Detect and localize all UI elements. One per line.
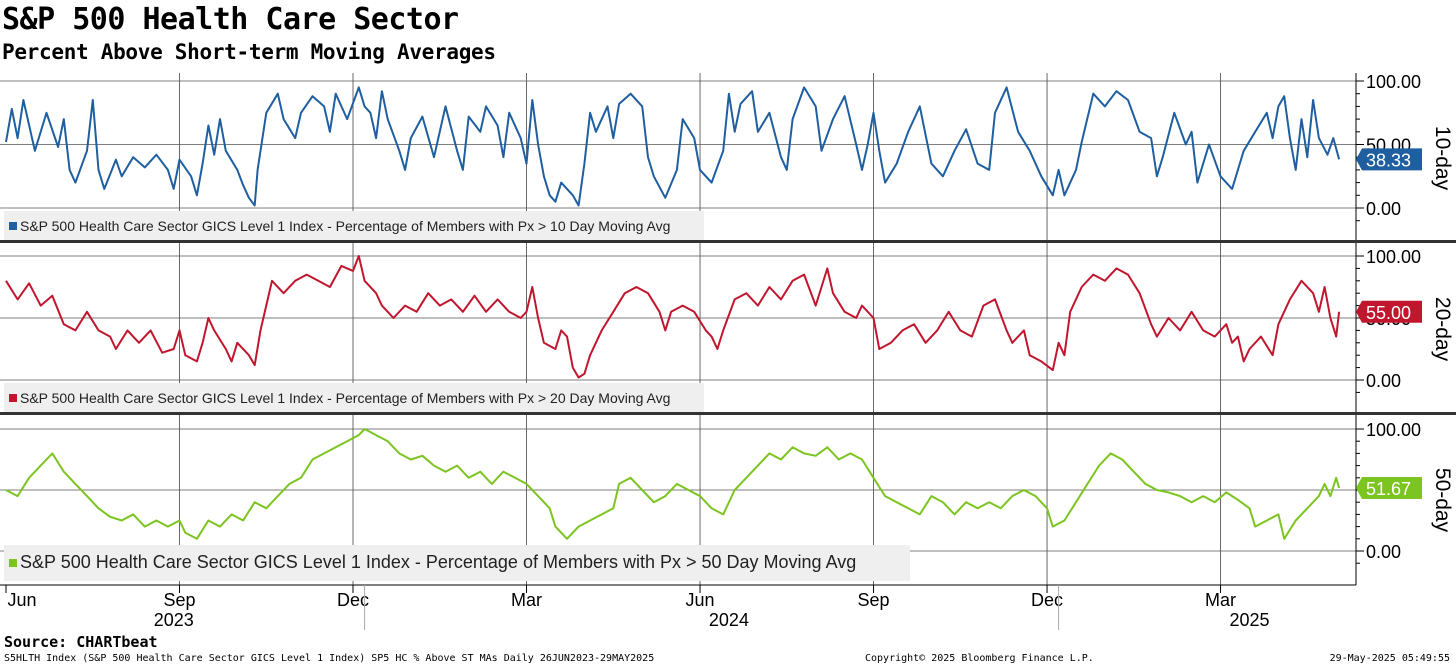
last-value-badge bbox=[1356, 300, 1422, 323]
series-line-10-day bbox=[5, 86, 1341, 207]
source-label: Source: CHARTbeat bbox=[4, 633, 158, 651]
legend-label: S&P 500 Health Care Sector GICS Level 1 … bbox=[20, 218, 670, 234]
x-year-label: 2023 bbox=[154, 610, 194, 630]
legend-label: S&P 500 Health Care Sector GICS Level 1 … bbox=[20, 390, 670, 406]
y-tick-label: 0.00 bbox=[1366, 371, 1401, 391]
chart-subtitle: Percent Above Short-term Moving Averages bbox=[2, 40, 496, 64]
series-line-20-day bbox=[5, 255, 1341, 379]
x-month-label: Jun bbox=[686, 590, 715, 610]
chart-title: S&P 500 Health Care Sector bbox=[2, 2, 459, 37]
x-month-label: Dec bbox=[1031, 590, 1063, 610]
panel-name-20-day: 20-day bbox=[1431, 297, 1454, 362]
footer-index-description: S5HLTH Index (S&P 500 Health Care Sector… bbox=[4, 653, 655, 664]
legend-swatch bbox=[9, 394, 17, 402]
legend-swatch bbox=[9, 222, 17, 230]
last-value-badge bbox=[1356, 476, 1422, 499]
legend-box bbox=[4, 545, 910, 581]
legend-box bbox=[4, 211, 704, 241]
x-year-label: 2025 bbox=[1229, 610, 1269, 630]
y-tick-label: 100.00 bbox=[1366, 420, 1421, 440]
series-line-50-day bbox=[5, 428, 1341, 540]
x-month-label: Mar bbox=[511, 590, 542, 610]
footer-timestamp: 29-May-2025 05:49:55 bbox=[1329, 653, 1450, 664]
last-value-badge bbox=[1356, 148, 1422, 171]
last-value-label: 55.00 bbox=[1366, 303, 1411, 323]
legend-swatch bbox=[9, 559, 17, 567]
last-value-label: 51.67 bbox=[1366, 479, 1411, 499]
x-month-label: Sep bbox=[163, 590, 195, 610]
legend-box bbox=[4, 383, 704, 413]
y-tick-label: 100.00 bbox=[1366, 72, 1421, 92]
y-tick-label: 0.00 bbox=[1366, 542, 1401, 562]
x-month-label: Mar bbox=[1205, 590, 1236, 610]
y-tick-label: 100.00 bbox=[1366, 247, 1421, 267]
footer-copyright: Copyright© 2025 Bloomberg Finance L.P. bbox=[865, 653, 1094, 664]
x-year-label: 2024 bbox=[709, 610, 749, 630]
panel-name-50-day: 50-day bbox=[1431, 468, 1454, 533]
y-tick-label: 0.00 bbox=[1366, 199, 1401, 219]
x-month-label: Dec bbox=[337, 590, 369, 610]
last-value-label: 38.33 bbox=[1366, 150, 1411, 170]
x-month-label: Sep bbox=[858, 590, 890, 610]
legend-label: S&P 500 Health Care Sector GICS Level 1 … bbox=[20, 552, 856, 572]
panel-name-10-day: 10-day bbox=[1431, 126, 1454, 191]
x-month-label: Jun bbox=[7, 590, 36, 610]
